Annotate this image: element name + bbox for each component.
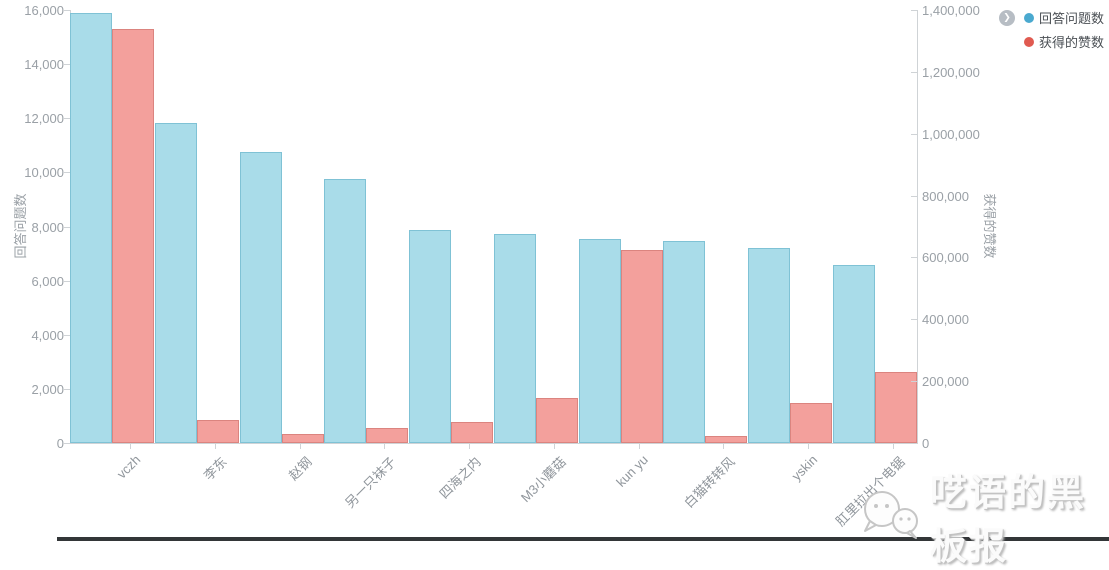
bar-answers[interactable] <box>155 122 198 443</box>
x-axis-category-label: 四海之内 <box>436 454 484 502</box>
right-axis-tick-label: 600,000 <box>922 250 969 266</box>
right-axis-tick-label: 0 <box>922 436 930 451</box>
bar-upvotes[interactable] <box>281 434 324 443</box>
x-axis-tick <box>723 444 725 449</box>
right-axis-tick-label: 1,200,000 <box>922 64 980 80</box>
right-axis-tick <box>911 381 917 383</box>
right-axis-tick-label: 1,000,000 <box>922 126 980 142</box>
x-axis-tick <box>469 444 471 449</box>
x-axis-category-label: kun yu <box>613 452 652 490</box>
right-axis-tick <box>911 133 917 135</box>
left-axis-tick-label: 0 <box>56 436 64 451</box>
right-axis-tick-label: 1,400,000 <box>922 3 980 18</box>
x-axis-category-label: yskin <box>789 452 821 484</box>
watermark: 呓语的黑板报 <box>858 462 1109 570</box>
legend: ❯ 回答问题数 获得的赞数 <box>998 8 1104 51</box>
bar-upvotes[interactable] <box>705 436 748 443</box>
right-axis-tick <box>911 71 917 73</box>
bar-upvotes[interactable] <box>451 421 494 443</box>
legend-item-answers[interactable]: ❯ 回答问题数 <box>998 8 1104 27</box>
right-axis-tick <box>911 10 917 11</box>
left-axis-tick <box>64 118 70 120</box>
x-axis-category-label: 赵钢 <box>285 454 315 484</box>
x-axis-tick <box>299 444 301 449</box>
left-axis-tick-label: 8,000 <box>31 219 64 235</box>
right-axis-tick-label: 400,000 <box>922 312 969 328</box>
left-axis-tick <box>64 64 70 66</box>
bar-upvotes[interactable] <box>366 428 409 443</box>
x-axis-tick <box>807 444 809 449</box>
chart-canvas: 0 2,000 4,000 6,000 8,000 10,000 12,000 … <box>13 3 1109 567</box>
bar-upvotes[interactable] <box>874 371 917 443</box>
bar-answers[interactable] <box>239 152 282 443</box>
left-axis-tick <box>64 172 70 174</box>
right-axis-tick <box>911 443 917 444</box>
x-axis-category-label: vczh <box>113 452 143 482</box>
x-axis-tick <box>892 444 894 449</box>
bar-upvotes[interactable] <box>112 28 155 443</box>
left-axis-tick <box>64 334 70 336</box>
left-axis-tick-label: 4,000 <box>31 327 64 343</box>
left-axis-tick <box>64 280 70 282</box>
right-axis-tick <box>911 257 917 259</box>
bar-answers[interactable] <box>747 248 790 443</box>
left-axis-tick <box>64 443 70 444</box>
left-axis-tick <box>64 388 70 390</box>
x-axis-category-label: 白猫转转风 <box>681 454 738 511</box>
left-axis-tick-label: 16,000 <box>24 3 64 18</box>
watermark-text: 呓语的黑板报 <box>930 472 1086 567</box>
legend-marker-upvotes <box>1023 36 1034 47</box>
x-axis-tick <box>130 444 132 449</box>
x-axis-tick <box>215 444 217 449</box>
legend-marker-answers <box>1023 12 1034 23</box>
left-axis-tick-label: 14,000 <box>24 57 64 73</box>
left-axis-tick-label: 10,000 <box>24 165 64 181</box>
right-axis-tick-label: 200,000 <box>922 374 969 390</box>
legend-label-answers: 回答问题数 <box>1038 11 1104 26</box>
x-axis-category-label: 另一只袜子 <box>342 454 400 511</box>
x-axis-category-label: 李东 <box>200 454 230 484</box>
legend-collapse-button[interactable]: ❯ <box>998 9 1015 26</box>
chat-bubbles-icon <box>858 483 924 550</box>
left-axis-tick-label: 2,000 <box>31 381 64 397</box>
x-axis-tick <box>638 444 640 449</box>
right-axis-tick-label: 800,000 <box>922 188 969 204</box>
left-axis-tick-label: 6,000 <box>31 273 64 289</box>
left-axis-tick <box>64 10 70 11</box>
right-y-axis-line <box>917 10 918 444</box>
bar-answers[interactable] <box>493 234 536 443</box>
bottom-edge-bar <box>57 537 1109 541</box>
bar-upvotes[interactable] <box>789 402 832 443</box>
left-axis-tick-label: 12,000 <box>24 111 64 127</box>
left-axis-tick <box>64 226 70 228</box>
legend-label-upvotes: 获得的赞数 <box>1038 35 1104 50</box>
bar-upvotes[interactable] <box>535 398 578 443</box>
x-axis-tick <box>553 444 555 449</box>
right-axis-title: 获得的赞数 <box>982 193 997 259</box>
legend-item-upvotes[interactable]: 获得的赞数 <box>1023 32 1104 51</box>
bar-answers[interactable] <box>70 12 113 443</box>
bar-answers[interactable] <box>578 238 621 443</box>
x-axis-line <box>70 443 918 444</box>
bar-answers[interactable] <box>832 264 875 443</box>
bar-answers[interactable] <box>409 230 452 443</box>
right-axis-tick <box>911 195 917 197</box>
left-axis-title: 回答问题数 <box>13 193 28 259</box>
bar-answers[interactable] <box>324 178 367 443</box>
right-axis-tick <box>911 319 917 321</box>
bar-upvotes[interactable] <box>197 420 240 443</box>
chevron-right-icon: ❯ <box>1003 12 1011 22</box>
bar-answers[interactable] <box>663 241 706 443</box>
x-axis-tick <box>384 444 386 449</box>
x-axis-category-label: M3小蘑菇 <box>517 454 569 506</box>
bar-upvotes[interactable] <box>620 250 663 443</box>
